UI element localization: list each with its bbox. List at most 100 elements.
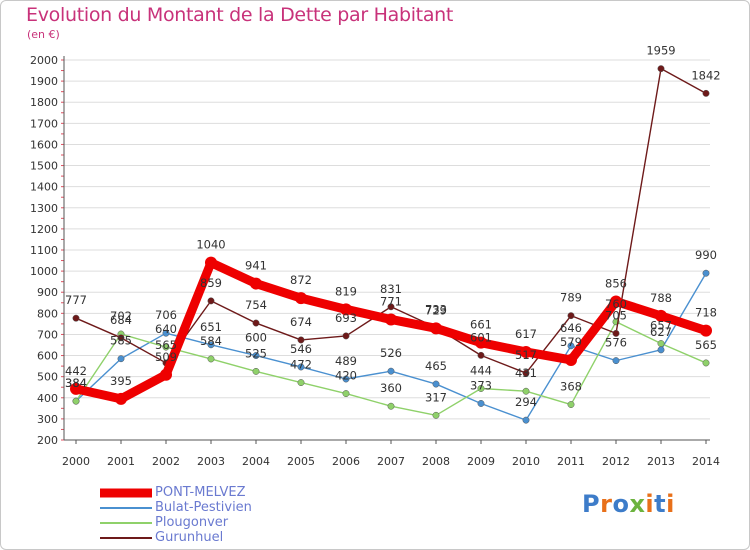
data-point — [252, 352, 260, 360]
data-point — [70, 382, 82, 395]
x-tick-label: 2009 — [467, 455, 495, 468]
data-point — [657, 346, 665, 354]
data-label: 565 — [695, 338, 717, 352]
data-label: 819 — [335, 284, 357, 298]
data-label: 718 — [695, 306, 717, 320]
data-point — [162, 343, 170, 351]
y-tick-label: 700 — [37, 328, 58, 341]
data-label: 442 — [65, 364, 87, 378]
data-label: 733 — [425, 302, 447, 316]
data-point — [430, 322, 442, 335]
data-point — [387, 303, 395, 311]
data-point — [522, 369, 530, 377]
data-point — [567, 401, 575, 408]
data-point — [432, 411, 440, 419]
data-label: 585 — [110, 334, 132, 348]
data-point — [612, 329, 620, 337]
data-label: 431 — [515, 366, 537, 380]
data-point — [387, 367, 395, 375]
data-point — [297, 379, 305, 387]
data-label: 674 — [290, 315, 312, 329]
x-tick-label: 2004 — [242, 455, 270, 468]
data-label: 395 — [110, 374, 132, 388]
data-label: 990 — [695, 248, 717, 262]
y-tick-label: 1700 — [30, 117, 58, 130]
data-label: 617 — [515, 327, 537, 341]
y-tick-label: 1800 — [30, 96, 58, 109]
data-point — [522, 416, 530, 424]
data-label: 579 — [560, 335, 582, 349]
data-label: 546 — [290, 342, 312, 356]
y-tick-label: 1000 — [30, 265, 58, 278]
data-label: 360 — [380, 381, 402, 395]
data-label: 627 — [650, 325, 672, 339]
data-point — [207, 341, 215, 349]
data-point — [385, 313, 397, 326]
data-point — [477, 351, 485, 359]
x-tick-label: 2014 — [692, 455, 720, 468]
data-point — [477, 385, 485, 392]
logo-letter: o — [612, 490, 630, 518]
data-label: 702 — [110, 309, 132, 323]
data-point — [477, 400, 485, 407]
x-tick-label: 2010 — [512, 455, 540, 468]
logo-letter: x — [629, 490, 646, 518]
data-point — [475, 336, 487, 349]
data-label: 646 — [560, 321, 582, 335]
y-tick-label: 600 — [37, 350, 58, 363]
proxiti-logo: Proxiti — [582, 490, 675, 518]
data-point — [295, 292, 307, 305]
y-tick-label: 2000 — [30, 54, 58, 67]
data-label: 789 — [560, 291, 582, 305]
data-point — [342, 390, 350, 398]
data-label: 831 — [380, 282, 402, 296]
chart-subtitle: (en €) — [27, 28, 60, 41]
data-point — [297, 336, 305, 344]
data-point — [72, 314, 80, 322]
data-label: 601 — [470, 330, 492, 344]
x-tick-label: 2005 — [287, 455, 315, 468]
data-point — [207, 355, 215, 363]
x-tick-label: 2002 — [152, 455, 180, 468]
data-point — [565, 353, 577, 366]
x-tick-label: 2011 — [557, 455, 585, 468]
data-label: 706 — [155, 308, 177, 322]
legend-swatch — [100, 488, 152, 497]
data-point — [252, 367, 260, 375]
data-point — [567, 312, 575, 320]
data-point — [72, 397, 80, 405]
data-point — [657, 340, 665, 347]
data-label: 368 — [560, 380, 582, 394]
data-label: 657 — [650, 319, 672, 333]
data-label: 565 — [155, 338, 177, 352]
data-label: 576 — [605, 336, 627, 350]
data-label: 373 — [470, 378, 492, 392]
legend-label: Plougonver — [155, 515, 229, 530]
y-tick-label: 1300 — [30, 202, 58, 215]
x-tick-label: 2001 — [107, 455, 135, 468]
data-label: 856 — [605, 277, 627, 291]
x-tick-label: 2006 — [332, 455, 360, 468]
data-label: 684 — [110, 313, 132, 327]
logo-letter: i — [645, 490, 655, 518]
data-label: 640 — [155, 322, 177, 336]
data-point — [207, 297, 215, 305]
data-label: 1842 — [691, 68, 720, 82]
data-label: 509 — [155, 350, 177, 364]
legend-label: Bulat-Pestivien — [155, 500, 252, 515]
data-point — [702, 89, 710, 97]
legend-swatch — [100, 506, 152, 509]
data-point — [162, 329, 170, 337]
y-tick-label: 1500 — [30, 160, 58, 173]
y-tick-label: 800 — [37, 307, 58, 320]
y-tick-label: 500 — [37, 371, 58, 384]
data-point — [567, 342, 575, 350]
data-label: 489 — [335, 354, 357, 368]
data-label: 1959 — [646, 44, 675, 58]
x-tick-label: 2013 — [647, 455, 675, 468]
legend-label: PONT-MELVEZ — [155, 485, 246, 500]
y-tick-label: 900 — [37, 286, 58, 299]
data-point — [252, 319, 260, 327]
